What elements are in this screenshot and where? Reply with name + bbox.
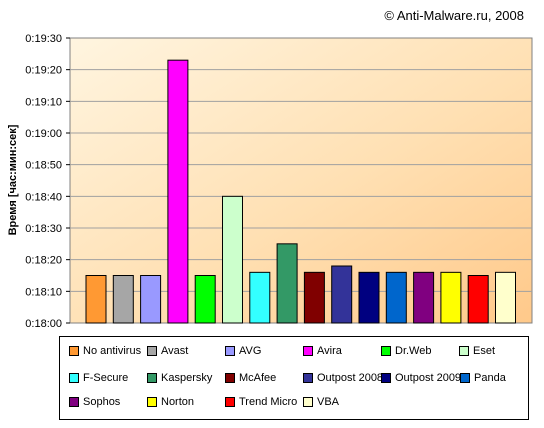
legend-swatch bbox=[147, 346, 157, 356]
copyright-text: © Anti-Malware.ru, 2008 bbox=[384, 8, 524, 23]
legend-swatch bbox=[460, 373, 470, 383]
legend-swatch bbox=[147, 397, 157, 407]
bars bbox=[85, 59, 516, 324]
legend-item: Avast bbox=[147, 344, 188, 358]
legend-label: Avast bbox=[161, 345, 189, 357]
y-tick-label: 0:18:40 bbox=[25, 191, 62, 203]
y-tick-label: 0:18:20 bbox=[25, 255, 62, 267]
y-axis-label: Время [час:мин:сек] bbox=[7, 124, 19, 235]
legend-label: F-Secure bbox=[83, 372, 129, 384]
bar-outpost-2009 bbox=[358, 271, 380, 324]
legend-label: Eset bbox=[473, 345, 496, 357]
y-axis-ticks: 0:18:00 0:18:10 0:18:20 0:18:30 0:18:40 0:18:… bbox=[25, 33, 70, 330]
y-tick-label: 0:19:20 bbox=[25, 65, 62, 77]
legend-label: VBA bbox=[317, 396, 340, 408]
bar-chart: 0:18:00 0:18:10 0:18:20 0:18:30 0:18:40 0:18:… bbox=[7, 33, 533, 330]
y-tick-label: 0:19:30 bbox=[25, 33, 62, 45]
bar-avast bbox=[112, 275, 134, 324]
legend-item: No antivirus bbox=[69, 344, 141, 358]
y-tick-label: 0:19:00 bbox=[25, 128, 62, 140]
plot-area bbox=[69, 37, 533, 324]
bar-eset bbox=[222, 195, 243, 324]
legend-label: Dr.Web bbox=[395, 345, 432, 357]
bar-avg bbox=[140, 275, 162, 324]
legend-swatch bbox=[303, 373, 313, 383]
legend-swatch bbox=[303, 346, 313, 356]
legend-item: Trend Micro bbox=[225, 395, 297, 409]
bar-no-antivirus bbox=[85, 275, 107, 324]
bar-sophos bbox=[413, 271, 435, 324]
legend-swatch bbox=[69, 397, 79, 407]
legend-item: F-Secure bbox=[69, 371, 128, 385]
legend-item: Norton bbox=[147, 395, 194, 409]
legend-swatch bbox=[69, 373, 79, 383]
legend-label: Kaspersky bbox=[161, 372, 213, 384]
legend-item: VBA bbox=[303, 395, 339, 409]
bar-f-secure bbox=[249, 271, 271, 324]
bar-dr-web bbox=[194, 275, 216, 324]
legend-swatch bbox=[303, 397, 313, 407]
legend-label: Outpost 2009 bbox=[395, 372, 462, 384]
legend: No antivirus Avast AVG Avira Dr.Web Eset F-Sec… bbox=[59, 336, 529, 420]
bar-avira bbox=[167, 59, 189, 324]
bar-vba bbox=[495, 271, 516, 324]
legend-label: Norton bbox=[161, 396, 195, 408]
y-tick-label: 0:18:30 bbox=[25, 223, 62, 235]
legend-item: Dr.Web bbox=[381, 344, 431, 358]
legend-swatch bbox=[225, 373, 235, 383]
legend-item: Outpost 2008 bbox=[303, 371, 383, 385]
legend-swatch bbox=[381, 346, 391, 356]
bar-norton bbox=[440, 271, 462, 324]
y-tick-label: 0:19:10 bbox=[25, 96, 62, 108]
legend-swatch bbox=[225, 346, 235, 356]
bar-mcafee bbox=[303, 271, 325, 324]
legend-swatch bbox=[69, 346, 79, 356]
legend-swatch bbox=[147, 373, 157, 383]
bar-panda bbox=[385, 271, 407, 324]
bar-outpost-2008 bbox=[331, 265, 353, 324]
y-tick-label: 0:18:10 bbox=[25, 286, 62, 298]
y-tick-label: 0:18:50 bbox=[25, 160, 62, 172]
gridlines bbox=[70, 69, 532, 292]
legend-item: Eset bbox=[459, 344, 495, 358]
y-tick-label: 0:18:00 bbox=[25, 318, 62, 330]
legend-item: Panda bbox=[460, 371, 506, 385]
bar-trend-micro bbox=[467, 275, 489, 324]
bar-kaspersky bbox=[276, 243, 298, 324]
legend-swatch bbox=[381, 373, 391, 383]
legend-item: Outpost 2009 bbox=[381, 371, 461, 385]
legend-item: Kaspersky bbox=[147, 371, 212, 385]
legend-label: McAfee bbox=[239, 372, 277, 384]
legend-swatch bbox=[459, 346, 469, 356]
legend-label: Avira bbox=[317, 345, 342, 357]
legend-item: McAfee bbox=[225, 371, 276, 385]
legend-item: Sophos bbox=[69, 395, 120, 409]
legend-label: Panda bbox=[474, 372, 506, 384]
legend-label: Outpost 2008 bbox=[317, 372, 384, 384]
legend-label: AVG bbox=[239, 345, 262, 357]
legend-swatch bbox=[225, 397, 235, 407]
legend-item: AVG bbox=[225, 344, 261, 358]
legend-label: No antivirus bbox=[83, 345, 142, 357]
legend-item: Avira bbox=[303, 344, 342, 358]
legend-label: Sophos bbox=[83, 396, 121, 408]
legend-label: Trend Micro bbox=[239, 396, 298, 408]
